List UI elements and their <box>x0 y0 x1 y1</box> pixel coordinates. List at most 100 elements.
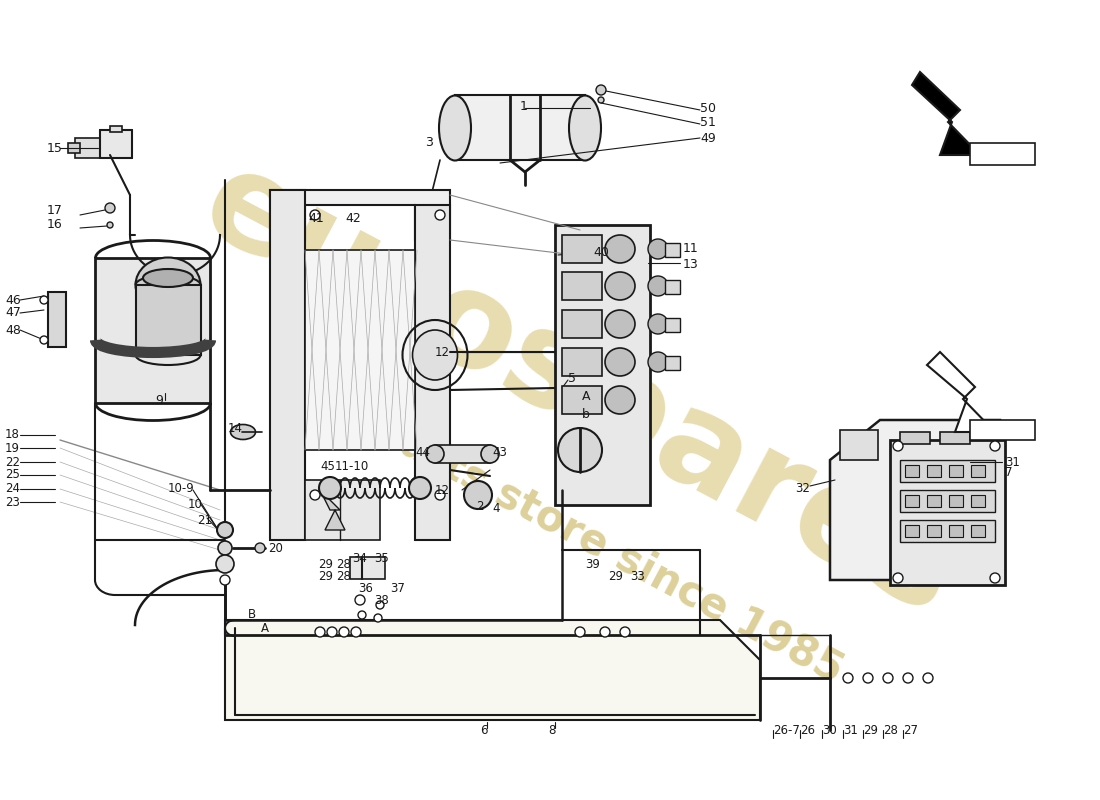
Bar <box>95 258 210 403</box>
Bar <box>900 520 996 542</box>
Ellipse shape <box>569 95 601 161</box>
Ellipse shape <box>605 348 635 376</box>
Ellipse shape <box>319 477 341 499</box>
Bar <box>666 280 680 294</box>
Text: 31: 31 <box>843 723 858 737</box>
Text: 8: 8 <box>548 723 556 737</box>
Text: a parts store since 1985: a parts store since 1985 <box>329 388 850 692</box>
Bar <box>900 490 996 512</box>
Text: b: b <box>582 407 590 421</box>
Bar <box>350 557 385 579</box>
Bar <box>562 235 602 263</box>
Circle shape <box>40 296 48 304</box>
Polygon shape <box>270 190 305 540</box>
Ellipse shape <box>605 310 635 338</box>
Circle shape <box>596 85 606 95</box>
Bar <box>900 460 996 482</box>
Polygon shape <box>927 352 996 432</box>
Text: 4: 4 <box>492 502 499 514</box>
Text: 7: 7 <box>1005 466 1012 478</box>
Circle shape <box>990 573 1000 583</box>
Ellipse shape <box>648 239 668 259</box>
Text: 14: 14 <box>228 422 243 434</box>
Text: 32: 32 <box>795 482 810 494</box>
Bar <box>562 386 602 414</box>
Bar <box>100 130 132 158</box>
Text: 40: 40 <box>593 246 609 258</box>
Bar <box>890 440 1005 585</box>
Polygon shape <box>320 490 345 530</box>
Circle shape <box>104 203 116 213</box>
Text: 28: 28 <box>336 570 351 583</box>
Bar <box>949 495 962 507</box>
Circle shape <box>327 627 337 637</box>
Text: 20: 20 <box>268 542 283 554</box>
Text: 29: 29 <box>864 723 878 737</box>
Ellipse shape <box>481 445 499 463</box>
Text: 35: 35 <box>374 551 388 565</box>
Bar <box>971 465 984 477</box>
Ellipse shape <box>135 258 200 313</box>
Text: 31: 31 <box>1005 455 1020 469</box>
Text: 15: 15 <box>47 142 63 154</box>
Circle shape <box>220 575 230 585</box>
Circle shape <box>600 627 610 637</box>
Text: 21: 21 <box>197 514 212 526</box>
Bar <box>305 250 415 450</box>
Bar <box>905 465 918 477</box>
Circle shape <box>843 673 852 683</box>
Text: 3: 3 <box>425 137 433 150</box>
Circle shape <box>351 627 361 637</box>
Text: 17: 17 <box>47 203 63 217</box>
Bar <box>940 432 970 444</box>
Text: 26-7: 26-7 <box>773 723 800 737</box>
Text: 22: 22 <box>6 455 20 469</box>
Text: 41: 41 <box>308 211 323 225</box>
Bar <box>971 495 984 507</box>
Text: 43: 43 <box>492 446 507 458</box>
Text: 44: 44 <box>415 446 430 458</box>
Circle shape <box>310 490 320 500</box>
Circle shape <box>217 522 233 538</box>
Polygon shape <box>305 480 380 540</box>
Text: 28: 28 <box>336 558 351 571</box>
Text: 16: 16 <box>47 218 63 231</box>
Bar <box>136 285 201 355</box>
Polygon shape <box>226 620 760 720</box>
Ellipse shape <box>648 314 668 334</box>
Circle shape <box>107 222 113 228</box>
Text: 48: 48 <box>6 323 21 337</box>
Text: 1: 1 <box>520 99 528 113</box>
Text: 2: 2 <box>476 499 484 513</box>
Circle shape <box>315 627 324 637</box>
Polygon shape <box>270 190 450 240</box>
Text: 24: 24 <box>6 482 20 495</box>
Circle shape <box>358 611 366 619</box>
Text: 13: 13 <box>683 258 698 271</box>
Circle shape <box>923 673 933 683</box>
Bar <box>562 310 602 338</box>
Circle shape <box>575 627 585 637</box>
Ellipse shape <box>231 425 255 439</box>
Circle shape <box>355 595 365 605</box>
Bar <box>900 432 930 444</box>
Circle shape <box>598 97 604 103</box>
Ellipse shape <box>412 330 458 380</box>
Text: 34: 34 <box>352 551 367 565</box>
Bar <box>562 272 602 300</box>
Circle shape <box>903 673 913 683</box>
Polygon shape <box>830 420 1000 580</box>
Ellipse shape <box>605 386 635 414</box>
Ellipse shape <box>605 235 635 263</box>
Circle shape <box>310 210 320 220</box>
Text: 10-9: 10-9 <box>168 482 195 494</box>
Text: 23: 23 <box>6 495 20 509</box>
Text: 39: 39 <box>585 558 600 571</box>
Bar <box>110 126 122 132</box>
Bar <box>970 420 1035 440</box>
Text: 19: 19 <box>6 442 20 454</box>
Circle shape <box>339 627 349 637</box>
Circle shape <box>40 336 48 344</box>
Bar <box>666 318 680 332</box>
Bar <box>905 495 918 507</box>
